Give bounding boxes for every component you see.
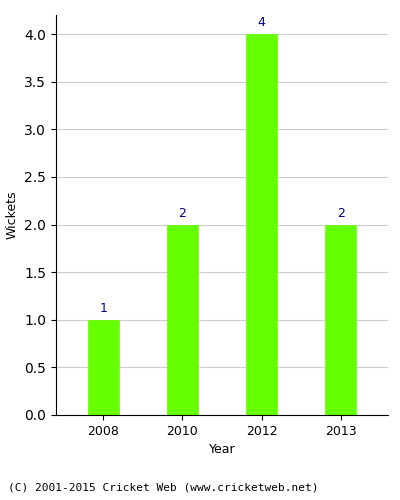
X-axis label: Year: Year	[209, 444, 235, 456]
Bar	[325, 224, 356, 415]
Text: 2: 2	[178, 207, 186, 220]
Text: (C) 2001-2015 Cricket Web (www.cricketweb.net): (C) 2001-2015 Cricket Web (www.cricketwe…	[8, 482, 318, 492]
Text: 2: 2	[337, 207, 344, 220]
Text: 1: 1	[100, 302, 107, 315]
Y-axis label: Wickets: Wickets	[6, 190, 19, 240]
Bar	[246, 34, 277, 415]
Text: 4: 4	[258, 16, 266, 30]
Bar	[88, 320, 119, 415]
Bar	[167, 224, 198, 415]
